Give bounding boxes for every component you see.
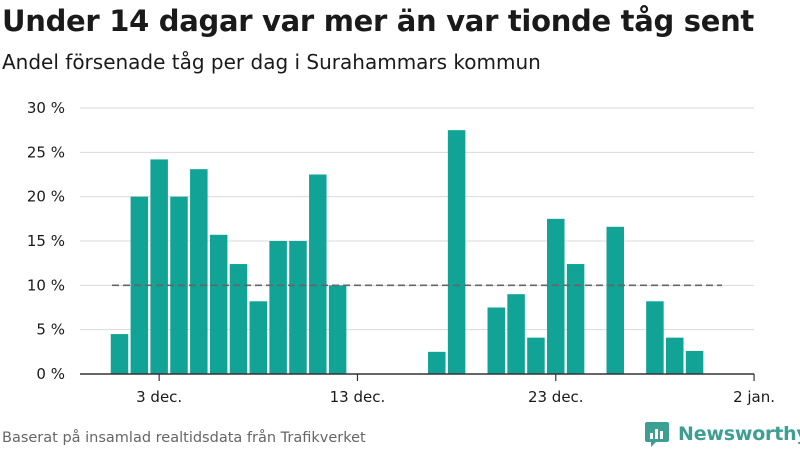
y-tick-label: 10 % — [27, 276, 65, 294]
x-tick-label: 2 jan. — [733, 388, 775, 406]
y-tick-label: 25 % — [27, 143, 65, 161]
y-tick-label: 15 % — [27, 232, 65, 250]
bar — [110, 334, 129, 374]
bar — [507, 294, 525, 374]
bar — [566, 264, 585, 374]
y-tick-label: 5 % — [36, 321, 65, 339]
bar — [547, 218, 565, 374]
chart-subtitle: Andel försenade tåg per dag i Surahammar… — [2, 50, 541, 74]
bar — [190, 169, 208, 374]
bar — [606, 226, 624, 374]
bar — [249, 301, 268, 374]
x-tick-label: 3 dec. — [136, 388, 182, 406]
bar — [209, 234, 228, 374]
newsworthy-logo-icon — [645, 422, 669, 447]
chart-title: Under 14 dagar var mer än var tionde tåg… — [2, 4, 754, 38]
x-tick-label: 13 dec. — [330, 388, 386, 406]
source-note: Baserat på insamlad realtidsdata från Tr… — [2, 430, 366, 446]
bar — [665, 337, 684, 374]
bar — [447, 130, 466, 374]
y-tick-label: 0 % — [36, 365, 65, 383]
bar — [309, 174, 327, 374]
brand-logo: Newsworthy — [644, 420, 800, 448]
bar — [150, 159, 168, 374]
y-tick-label: 20 % — [27, 188, 65, 206]
bar — [527, 337, 545, 374]
brand-name: Newsworthy — [678, 423, 800, 445]
bar — [289, 241, 307, 374]
bar — [229, 264, 248, 374]
bar — [685, 350, 704, 374]
bar — [487, 307, 506, 374]
x-tick-label: 23 dec. — [528, 388, 584, 406]
bar — [428, 351, 446, 374]
bar — [646, 301, 664, 374]
bar — [328, 285, 347, 374]
bar — [269, 241, 287, 374]
y-tick-label: 30 % — [27, 99, 65, 117]
